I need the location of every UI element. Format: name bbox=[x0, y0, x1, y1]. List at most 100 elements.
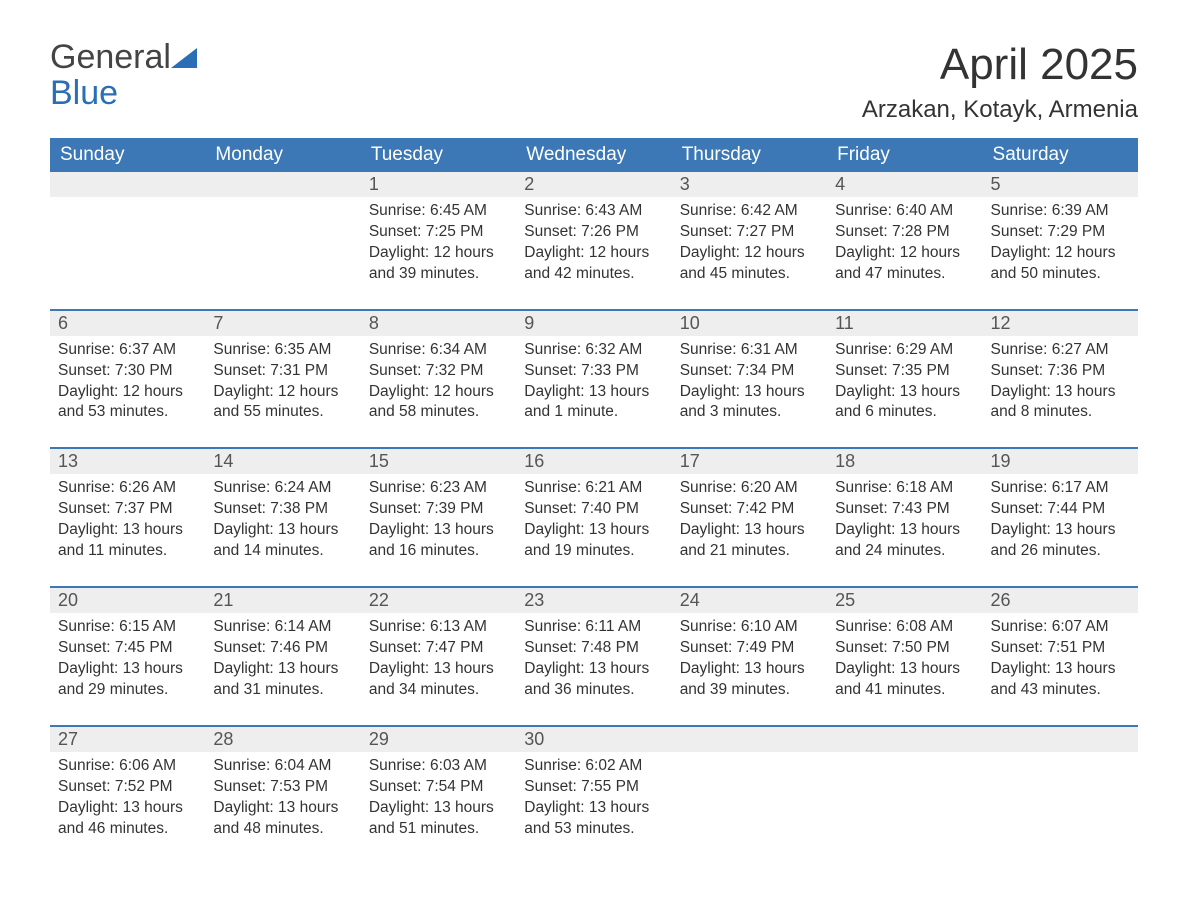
weekday-header: Thursday bbox=[672, 138, 827, 172]
day-number: 11 bbox=[827, 311, 982, 336]
daylight-line: Daylight: 13 hours and 3 minutes. bbox=[680, 382, 819, 424]
day-number: 17 bbox=[672, 449, 827, 474]
day-details: Sunrise: 6:32 AMSunset: 7:33 PMDaylight:… bbox=[516, 336, 671, 448]
daylight-line: Daylight: 13 hours and 34 minutes. bbox=[369, 659, 508, 701]
day-number bbox=[672, 727, 827, 752]
calendar-day-cell: 11Sunrise: 6:29 AMSunset: 7:35 PMDayligh… bbox=[827, 310, 982, 449]
day-number: 28 bbox=[205, 727, 360, 752]
daylight-line: Daylight: 13 hours and 43 minutes. bbox=[991, 659, 1130, 701]
sunset-line: Sunset: 7:42 PM bbox=[680, 499, 819, 520]
calendar-body: 1Sunrise: 6:45 AMSunset: 7:25 PMDaylight… bbox=[50, 172, 1138, 863]
sunrise-line: Sunrise: 6:31 AM bbox=[680, 340, 819, 361]
sunrise-line: Sunrise: 6:02 AM bbox=[524, 756, 663, 777]
day-details: Sunrise: 6:42 AMSunset: 7:27 PMDaylight:… bbox=[672, 197, 827, 309]
calendar-day-cell bbox=[205, 172, 360, 310]
daylight-line: Daylight: 13 hours and 39 minutes. bbox=[680, 659, 819, 701]
day-number: 21 bbox=[205, 588, 360, 613]
day-number: 19 bbox=[983, 449, 1138, 474]
day-number: 8 bbox=[361, 311, 516, 336]
weekday-header: Monday bbox=[205, 138, 360, 172]
sunset-line: Sunset: 7:44 PM bbox=[991, 499, 1130, 520]
calendar-day-cell: 25Sunrise: 6:08 AMSunset: 7:50 PMDayligh… bbox=[827, 587, 982, 726]
day-details: Sunrise: 6:31 AMSunset: 7:34 PMDaylight:… bbox=[672, 336, 827, 448]
daylight-line: Daylight: 12 hours and 58 minutes. bbox=[369, 382, 508, 424]
day-number bbox=[827, 727, 982, 752]
sunset-line: Sunset: 7:26 PM bbox=[524, 222, 663, 243]
calendar-day-cell: 3Sunrise: 6:42 AMSunset: 7:27 PMDaylight… bbox=[672, 172, 827, 310]
day-number: 29 bbox=[361, 727, 516, 752]
sunset-line: Sunset: 7:55 PM bbox=[524, 777, 663, 798]
day-details bbox=[50, 197, 205, 307]
calendar-day-cell: 27Sunrise: 6:06 AMSunset: 7:52 PMDayligh… bbox=[50, 726, 205, 864]
sunset-line: Sunset: 7:30 PM bbox=[58, 361, 197, 382]
day-number: 3 bbox=[672, 172, 827, 197]
brand-logo: General Blue bbox=[50, 40, 197, 111]
day-number: 23 bbox=[516, 588, 671, 613]
sunset-line: Sunset: 7:49 PM bbox=[680, 638, 819, 659]
daylight-line: Daylight: 13 hours and 16 minutes. bbox=[369, 520, 508, 562]
sail-icon bbox=[171, 48, 197, 68]
daylight-line: Daylight: 12 hours and 55 minutes. bbox=[213, 382, 352, 424]
sunrise-line: Sunrise: 6:23 AM bbox=[369, 478, 508, 499]
day-details bbox=[205, 197, 360, 307]
day-number: 6 bbox=[50, 311, 205, 336]
calendar-day-cell: 10Sunrise: 6:31 AMSunset: 7:34 PMDayligh… bbox=[672, 310, 827, 449]
day-number: 22 bbox=[361, 588, 516, 613]
sunrise-line: Sunrise: 6:15 AM bbox=[58, 617, 197, 638]
daylight-line: Daylight: 13 hours and 53 minutes. bbox=[524, 798, 663, 840]
calendar-day-cell bbox=[672, 726, 827, 864]
calendar-day-cell: 5Sunrise: 6:39 AMSunset: 7:29 PMDaylight… bbox=[983, 172, 1138, 310]
daylight-line: Daylight: 13 hours and 19 minutes. bbox=[524, 520, 663, 562]
sunset-line: Sunset: 7:53 PM bbox=[213, 777, 352, 798]
location-subtitle: Arzakan, Kotayk, Armenia bbox=[862, 96, 1138, 124]
sunrise-line: Sunrise: 6:35 AM bbox=[213, 340, 352, 361]
daylight-line: Daylight: 13 hours and 29 minutes. bbox=[58, 659, 197, 701]
day-number: 13 bbox=[50, 449, 205, 474]
weekday-header: Saturday bbox=[983, 138, 1138, 172]
sunrise-line: Sunrise: 6:11 AM bbox=[524, 617, 663, 638]
calendar-week-row: 13Sunrise: 6:26 AMSunset: 7:37 PMDayligh… bbox=[50, 448, 1138, 587]
day-details: Sunrise: 6:17 AMSunset: 7:44 PMDaylight:… bbox=[983, 474, 1138, 586]
sunset-line: Sunset: 7:47 PM bbox=[369, 638, 508, 659]
daylight-line: Daylight: 13 hours and 11 minutes. bbox=[58, 520, 197, 562]
calendar-day-cell: 22Sunrise: 6:13 AMSunset: 7:47 PMDayligh… bbox=[361, 587, 516, 726]
day-number: 25 bbox=[827, 588, 982, 613]
daylight-line: Daylight: 13 hours and 41 minutes. bbox=[835, 659, 974, 701]
day-details: Sunrise: 6:24 AMSunset: 7:38 PMDaylight:… bbox=[205, 474, 360, 586]
day-details: Sunrise: 6:20 AMSunset: 7:42 PMDaylight:… bbox=[672, 474, 827, 586]
day-number bbox=[50, 172, 205, 197]
daylight-line: Daylight: 12 hours and 53 minutes. bbox=[58, 382, 197, 424]
sunrise-line: Sunrise: 6:42 AM bbox=[680, 201, 819, 222]
day-details: Sunrise: 6:07 AMSunset: 7:51 PMDaylight:… bbox=[983, 613, 1138, 725]
day-details: Sunrise: 6:26 AMSunset: 7:37 PMDaylight:… bbox=[50, 474, 205, 586]
daylight-line: Daylight: 12 hours and 39 minutes. bbox=[369, 243, 508, 285]
calendar-week-row: 1Sunrise: 6:45 AMSunset: 7:25 PMDaylight… bbox=[50, 172, 1138, 310]
calendar-day-cell: 6 Sunrise: 6:37 AMSunset: 7:30 PMDaylight… bbox=[50, 310, 205, 449]
sunrise-line: Sunrise: 6:37 AM bbox=[58, 340, 197, 361]
sunrise-line: Sunrise: 6:29 AM bbox=[835, 340, 974, 361]
day-details: Sunrise: 6:06 AMSunset: 7:52 PMDaylight:… bbox=[50, 752, 205, 864]
calendar-week-row: 6Sunrise: 6:37 AMSunset: 7:30 PMDaylight… bbox=[50, 310, 1138, 449]
sunrise-line: Sunrise: 6:10 AM bbox=[680, 617, 819, 638]
day-number: 16 bbox=[516, 449, 671, 474]
sunrise-line: Sunrise: 6:14 AM bbox=[213, 617, 352, 638]
day-number: 27 bbox=[50, 727, 205, 752]
calendar-day-cell: 4Sunrise: 6:40 AMSunset: 7:28 PMDaylight… bbox=[827, 172, 982, 310]
calendar-day-cell: 23Sunrise: 6:11 AMSunset: 7:48 PMDayligh… bbox=[516, 587, 671, 726]
sunset-line: Sunset: 7:46 PM bbox=[213, 638, 352, 659]
calendar-header-row: SundayMondayTuesdayWednesdayThursdayFrid… bbox=[50, 138, 1138, 172]
sunset-line: Sunset: 7:48 PM bbox=[524, 638, 663, 659]
calendar-day-cell: 13Sunrise: 6:26 AMSunset: 7:37 PMDayligh… bbox=[50, 448, 205, 587]
day-details: Sunrise: 6:14 AMSunset: 7:46 PMDaylight:… bbox=[205, 613, 360, 725]
daylight-line: Daylight: 13 hours and 26 minutes. bbox=[991, 520, 1130, 562]
sunset-line: Sunset: 7:50 PM bbox=[835, 638, 974, 659]
day-number: 20 bbox=[50, 588, 205, 613]
daylight-line: Daylight: 12 hours and 42 minutes. bbox=[524, 243, 663, 285]
sunrise-line: Sunrise: 6:27 AM bbox=[991, 340, 1130, 361]
day-number: 24 bbox=[672, 588, 827, 613]
sunset-line: Sunset: 7:45 PM bbox=[58, 638, 197, 659]
daylight-line: Daylight: 13 hours and 48 minutes. bbox=[213, 798, 352, 840]
calendar-day-cell: 2Sunrise: 6:43 AMSunset: 7:26 PMDaylight… bbox=[516, 172, 671, 310]
daylight-line: Daylight: 13 hours and 46 minutes. bbox=[58, 798, 197, 840]
sunset-line: Sunset: 7:33 PM bbox=[524, 361, 663, 382]
